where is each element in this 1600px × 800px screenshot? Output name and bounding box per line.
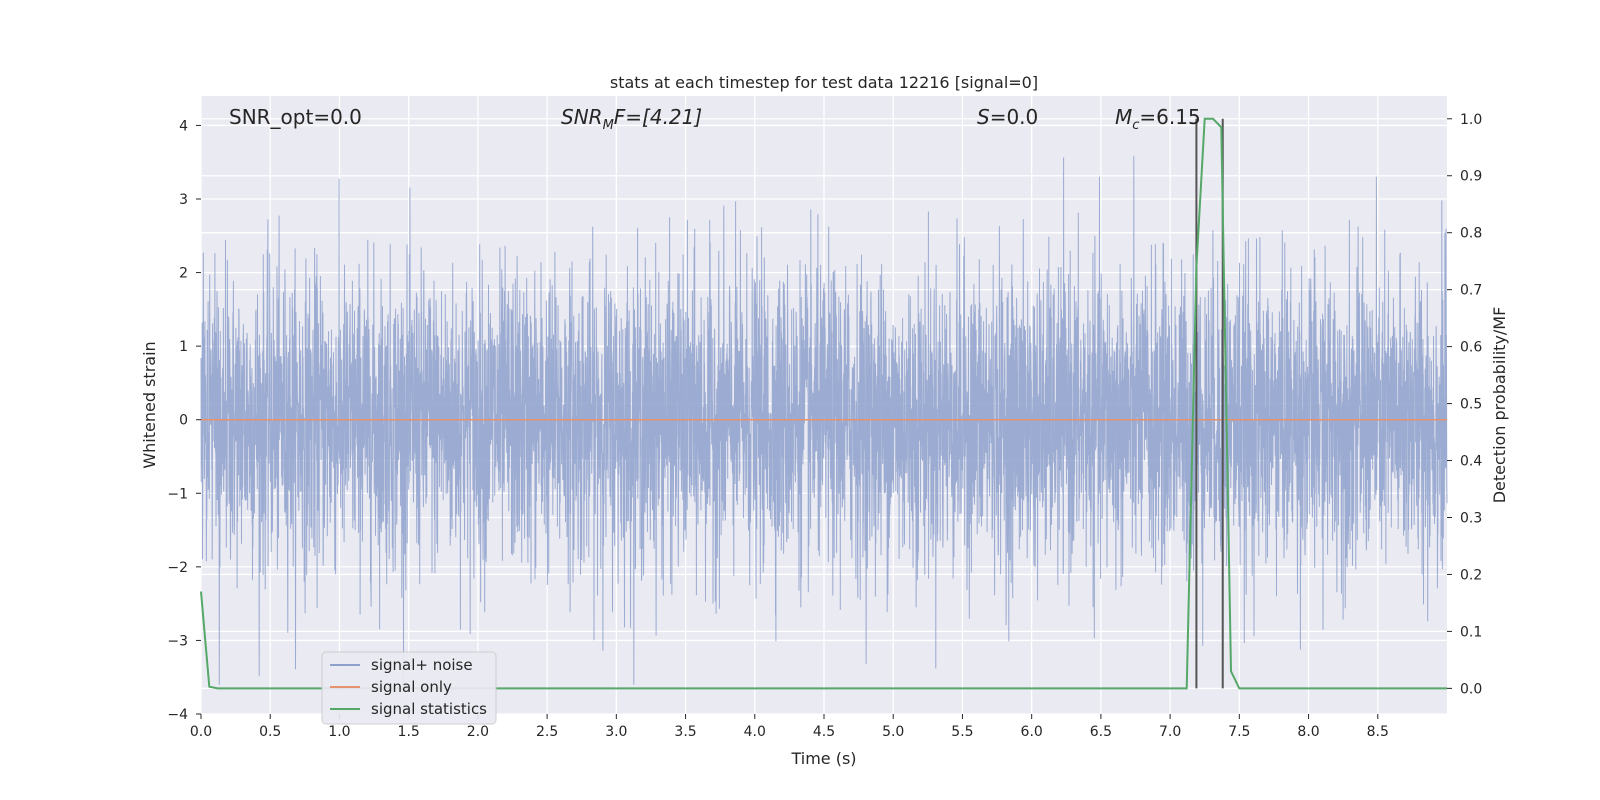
- legend-box: [321, 651, 497, 725]
- x-tick-label-12: 6.0: [1021, 724, 1043, 740]
- y-axis-label: Whitened strain: [140, 341, 159, 468]
- legend: signal+ noise signal only signal statist…: [321, 651, 497, 725]
- y2-tick-label-8: 0.8: [1460, 226, 1482, 242]
- x-tick-label-4: 2.0: [467, 724, 489, 740]
- y2-tick-label-1: 0.1: [1460, 624, 1482, 640]
- signal-statistics-line: [200, 117, 1447, 690]
- y2-tick-label-7: 0.7: [1460, 283, 1482, 299]
- x-tick-label-1: 0.5: [259, 724, 281, 740]
- y2-tick-label-10: 1.0: [1460, 112, 1482, 128]
- annotation-snr-opt: SNR_opt=0.0: [229, 105, 362, 129]
- y-tick-label-0: −4: [167, 707, 188, 723]
- chart-title: stats at each timestep for test data 122…: [610, 73, 1038, 92]
- legend-label-signal-only: signal only: [371, 678, 452, 696]
- y2-axis-label: Detection probability/MF: [1490, 307, 1509, 504]
- x-tick-label-8: 4.0: [744, 724, 766, 740]
- series-signal-noise: [200, 156, 1448, 685]
- x-tick-label-6: 3.0: [605, 724, 627, 740]
- y-tick-label-8: 4: [179, 118, 188, 134]
- x-axis-ticks: 0.0 0.5 1.0 1.5 2.0 2.5 3.0 3.5 4.0 4.5 5.0 5.5 6.0 6…: [190, 714, 1389, 740]
- y-tick-label-3: −1: [167, 486, 188, 502]
- y2-tick-label-9: 0.9: [1460, 169, 1482, 185]
- x-tick-label-14: 7.0: [1159, 724, 1181, 740]
- legend-label-signal-noise: signal+ noise: [371, 656, 473, 674]
- y2-tick-label-4: 0.4: [1460, 454, 1482, 470]
- legend-label-signal-statistics: signal statistics: [371, 700, 487, 718]
- x-tick-label-5: 2.5: [536, 724, 558, 740]
- x-tick-label-11: 5.5: [951, 724, 973, 740]
- x-tick-label-3: 1.5: [398, 724, 420, 740]
- y2-tick-label-5: 0.5: [1460, 397, 1482, 413]
- x-tick-label-0: 0.0: [190, 724, 212, 740]
- x-tick-label-2: 1.0: [328, 724, 350, 740]
- y2-axis-ticks: 0.0 0.1 0.2 0.3 0.4 0.5 0.6 0.7 0.8 0.9 1.0: [1447, 112, 1482, 697]
- x-tick-label-7: 3.5: [674, 724, 696, 740]
- y-axis-ticks: −4 −3 −2 −1 0 1 2 3 4: [167, 118, 201, 723]
- x-tick-label-9: 4.5: [813, 724, 835, 740]
- annotation-s: S=0.0: [977, 105, 1038, 129]
- y2-tick-label-0: 0.0: [1460, 681, 1482, 697]
- x-tick-label-17: 8.5: [1367, 724, 1389, 740]
- series-signal-statistics: [200, 117, 1447, 690]
- x-tick-label-13: 6.5: [1090, 724, 1112, 740]
- y-tick-label-4: 0: [179, 413, 188, 429]
- noise-line: [200, 156, 1448, 685]
- y-tick-label-5: 1: [179, 339, 188, 355]
- x-tick-label-10: 5.0: [882, 724, 904, 740]
- annotation-snr-mf: SNRMF=[4.21]: [561, 105, 702, 133]
- y-tick-label-1: −3: [167, 633, 188, 649]
- annotation-mc: Mc=6.15: [1115, 105, 1201, 133]
- x-axis-label: Time (s): [790, 749, 856, 768]
- y-tick-label-6: 2: [179, 266, 188, 282]
- y2-tick-label-2: 0.2: [1460, 567, 1482, 583]
- x-tick-label-15: 7.5: [1228, 724, 1250, 740]
- y-tick-label-2: −2: [167, 560, 188, 576]
- y-tick-label-7: 3: [179, 192, 188, 208]
- y2-tick-label-6: 0.6: [1460, 340, 1482, 356]
- y2-tick-label-3: 0.3: [1460, 510, 1482, 526]
- x-tick-label-16: 8.0: [1297, 724, 1319, 740]
